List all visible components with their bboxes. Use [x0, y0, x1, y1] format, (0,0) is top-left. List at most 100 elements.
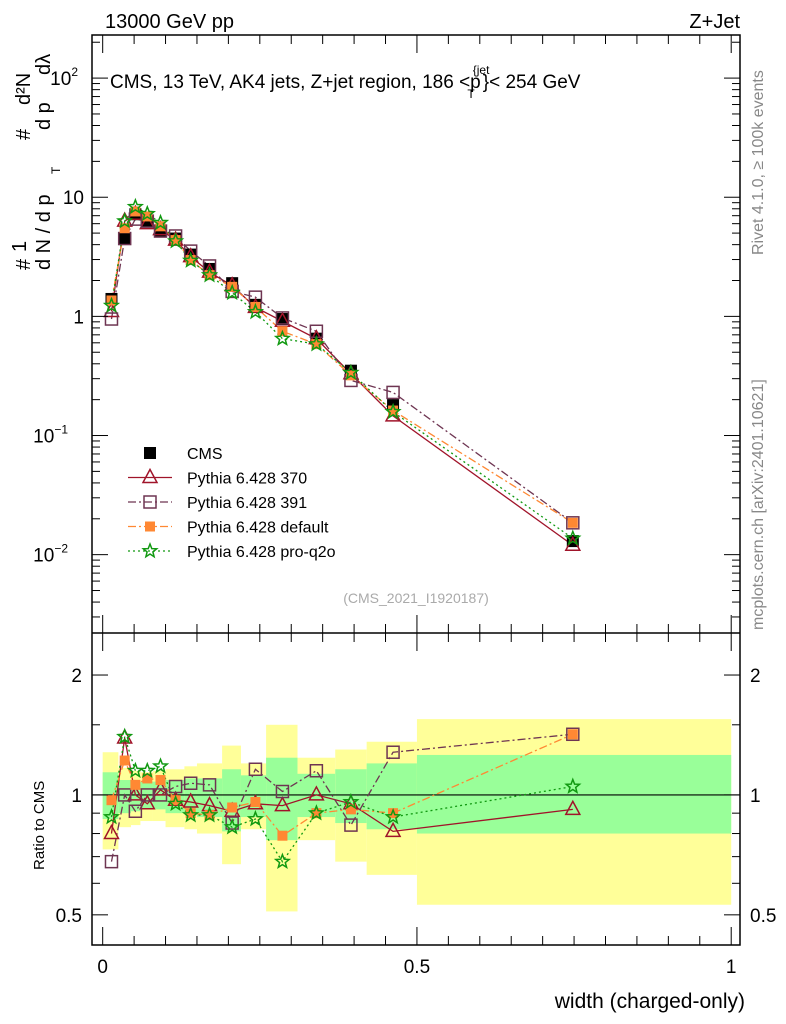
y-tick-exponent: −1 [54, 423, 68, 437]
legend-marker-pythia-6-428-391 [143, 495, 157, 509]
ratio-point-pythia-6-428-pro-q2o [307, 804, 325, 821]
analysis-watermark: (CMS_2021_I1920187) [343, 590, 489, 606]
main-point-pythia-6-428-pro-q2o [181, 251, 200, 268]
y-tick-label: 102 [50, 65, 78, 90]
header-left: 13000 GeV pp [105, 11, 234, 33]
ratio-y-tick-label-right: 1 [750, 786, 761, 807]
main-point-pythia-6-428-pro-q2o [223, 283, 241, 301]
stat-uncertainty-band [240, 775, 267, 818]
ratio-point-pythia-6-428-391 [566, 727, 580, 742]
main-point-pythia-6-428-391 [104, 312, 119, 326]
main-point-pythia-6-428-default [185, 255, 196, 266]
ratio-point-pythia-6-428-default [170, 795, 181, 806]
legend-label-pythia-6-428-370: Pythia 6.428 370 [187, 471, 307, 488]
svg-text:dλ: dλ [33, 54, 55, 75]
ratio-point-pythia-6-428-pro-q2o [102, 807, 121, 825]
y-axis-label-main: # 1 d N / d p T # d²N d p dλ [9, 54, 63, 270]
main-point-pythia-6-428-default [170, 235, 181, 246]
ratio-point-pythia-6-428-pro-q2o [223, 818, 241, 835]
ratio-point-pythia-6-428-391 [225, 816, 239, 830]
main-line-pythia-6-428-370 [110, 213, 574, 546]
ratio-point-pythia-6-428-pro-q2o [564, 777, 582, 794]
y-tick-label: 10 [63, 188, 84, 209]
ratio-point-pythia-6-428-pro-q2o [273, 852, 292, 870]
main-point-pythia-6-428-default [119, 223, 130, 234]
legend: CMS Pythia 6.428 370 Pythia 6.428 391 Pythi… [128, 446, 336, 561]
legend-label-pythia-6-428-391: Pythia 6.428 391 [187, 495, 307, 512]
ratio-point-pythia-6-428-370 [564, 799, 582, 816]
ratio-point-pythia-6-428-default [227, 802, 238, 813]
main-point-pythia-6-428-default [311, 339, 322, 350]
y-tick-label: 10−2 [33, 542, 68, 567]
ratio-point-pythia-6-428-391 [104, 854, 119, 869]
ratio-point-pythia-6-428-pro-q2o [116, 727, 134, 745]
main-point-pythia-6-428-pro-q2o [116, 211, 134, 229]
legend-label-pythia-6-428-pro-q2o: Pythia 6.428 pro-q2o [187, 544, 336, 561]
ratio-point-pythia-6-428-pro-q2o [166, 794, 185, 812]
svg-text:T: T [49, 166, 63, 174]
ratio-bands [92, 719, 740, 912]
ratio-point-pythia-6-428-default [155, 775, 166, 786]
ratio-point-pythia-6-428-pro-q2o [384, 807, 402, 825]
ratio-point-pythia-6-428-default [204, 810, 215, 821]
legend-marker-cms [144, 447, 156, 459]
main-point-pythia-6-428-370 [139, 214, 156, 230]
mcplots-label: mcplots.cern.ch [arXiv:2401.10621] [750, 379, 767, 630]
ratio-point-pythia-6-428-default [345, 804, 356, 815]
legend-marker-pythia-6-428-default [145, 521, 155, 532]
ratio-y-tick-label-right: 0.5 [750, 906, 776, 927]
main-line-pythia-6-428-391 [110, 218, 574, 524]
ratio-point-pythia-6-428-default [250, 796, 261, 807]
header-right: Z+Jet [689, 11, 740, 33]
main-point-pythia-6-428-default [567, 517, 578, 528]
legend-label-pythia-6-428-default: Pythia 6.428 default [187, 520, 329, 537]
svg-text:#: # [13, 128, 35, 140]
ratio-point-pythia-6-428-391 [309, 764, 324, 778]
y-tick-label: 10−1 [33, 423, 68, 448]
ratio-point-pythia-6-428-370 [103, 823, 120, 840]
legend-label-cms: CMS [187, 446, 223, 463]
plot-frame [91, 34, 741, 946]
svg-text:1: 1 [9, 241, 31, 252]
legend-marker-pythia-6-428-pro-q2o [141, 541, 159, 559]
ratio-point-pythia-6-428-default [130, 779, 141, 790]
main-point-pythia-6-428-pro-q2o [307, 334, 326, 352]
plot-title: CMS, 13 TeV, AK4 jets, Z+jet region, 186… [110, 63, 581, 101]
ratio-y-tick-label-left: 2 [71, 666, 82, 687]
ratio-point-pythia-6-428-default [311, 808, 322, 819]
y-tick-exponent: 2 [71, 65, 78, 79]
svg-text:d p: d p [33, 102, 55, 130]
svg-text:#: # [13, 258, 35, 270]
main-point-pythia-6-428-370 [274, 311, 291, 328]
legend-marker-pythia-6-428-370 [141, 467, 159, 484]
x-tick-label: 0 [97, 957, 108, 978]
main-point-pythia-6-428-pro-q2o [151, 213, 170, 231]
main-point-pythia-6-428-pro-q2o [273, 329, 292, 346]
ratio-point-pythia-6-428-pro-q2o [342, 792, 360, 810]
ratio-point-pythia-6-428-default [106, 795, 117, 806]
main-point-pythia-6-428-391 [275, 311, 290, 325]
ratio-point-pythia-6-428-370 [274, 796, 291, 812]
svg-text:d²N: d²N [13, 73, 35, 105]
main-point-pythia-6-428-pro-q2o [126, 197, 145, 215]
ratio-point-pythia-6-428-391 [248, 762, 263, 777]
ratio-point-pythia-6-428-370 [308, 785, 325, 801]
main-point-pythia-6-428-pro-q2o [564, 529, 582, 546]
stat-uncertainty-band [130, 781, 141, 812]
y-axis-label-ratio: Ratio to CMS [31, 781, 48, 870]
main-point-pythia-6-428-pro-q2o [138, 204, 156, 222]
ratio-point-pythia-6-428-391 [153, 788, 168, 802]
ratio-point-pythia-6-428-default [185, 808, 196, 819]
ratio-point-pythia-6-428-370 [384, 821, 402, 838]
x-axis-label: width (charged-only) [554, 990, 745, 1013]
stat-uncertainty-band [416, 754, 732, 834]
main-point-pythia-6-428-pro-q2o [166, 232, 185, 249]
ratio-point-pythia-6-428-391 [202, 778, 217, 792]
main-point-pythia-6-428-pro-q2o [384, 402, 402, 420]
ratio-point-pythia-6-428-default [567, 729, 578, 740]
ratio-line-pythia-6-428-370 [110, 737, 573, 834]
y-tick-exponent: −2 [54, 542, 68, 556]
ratio-point-pythia-6-428-default [142, 773, 153, 784]
ratio-y-tick-label-right: 2 [750, 666, 761, 687]
